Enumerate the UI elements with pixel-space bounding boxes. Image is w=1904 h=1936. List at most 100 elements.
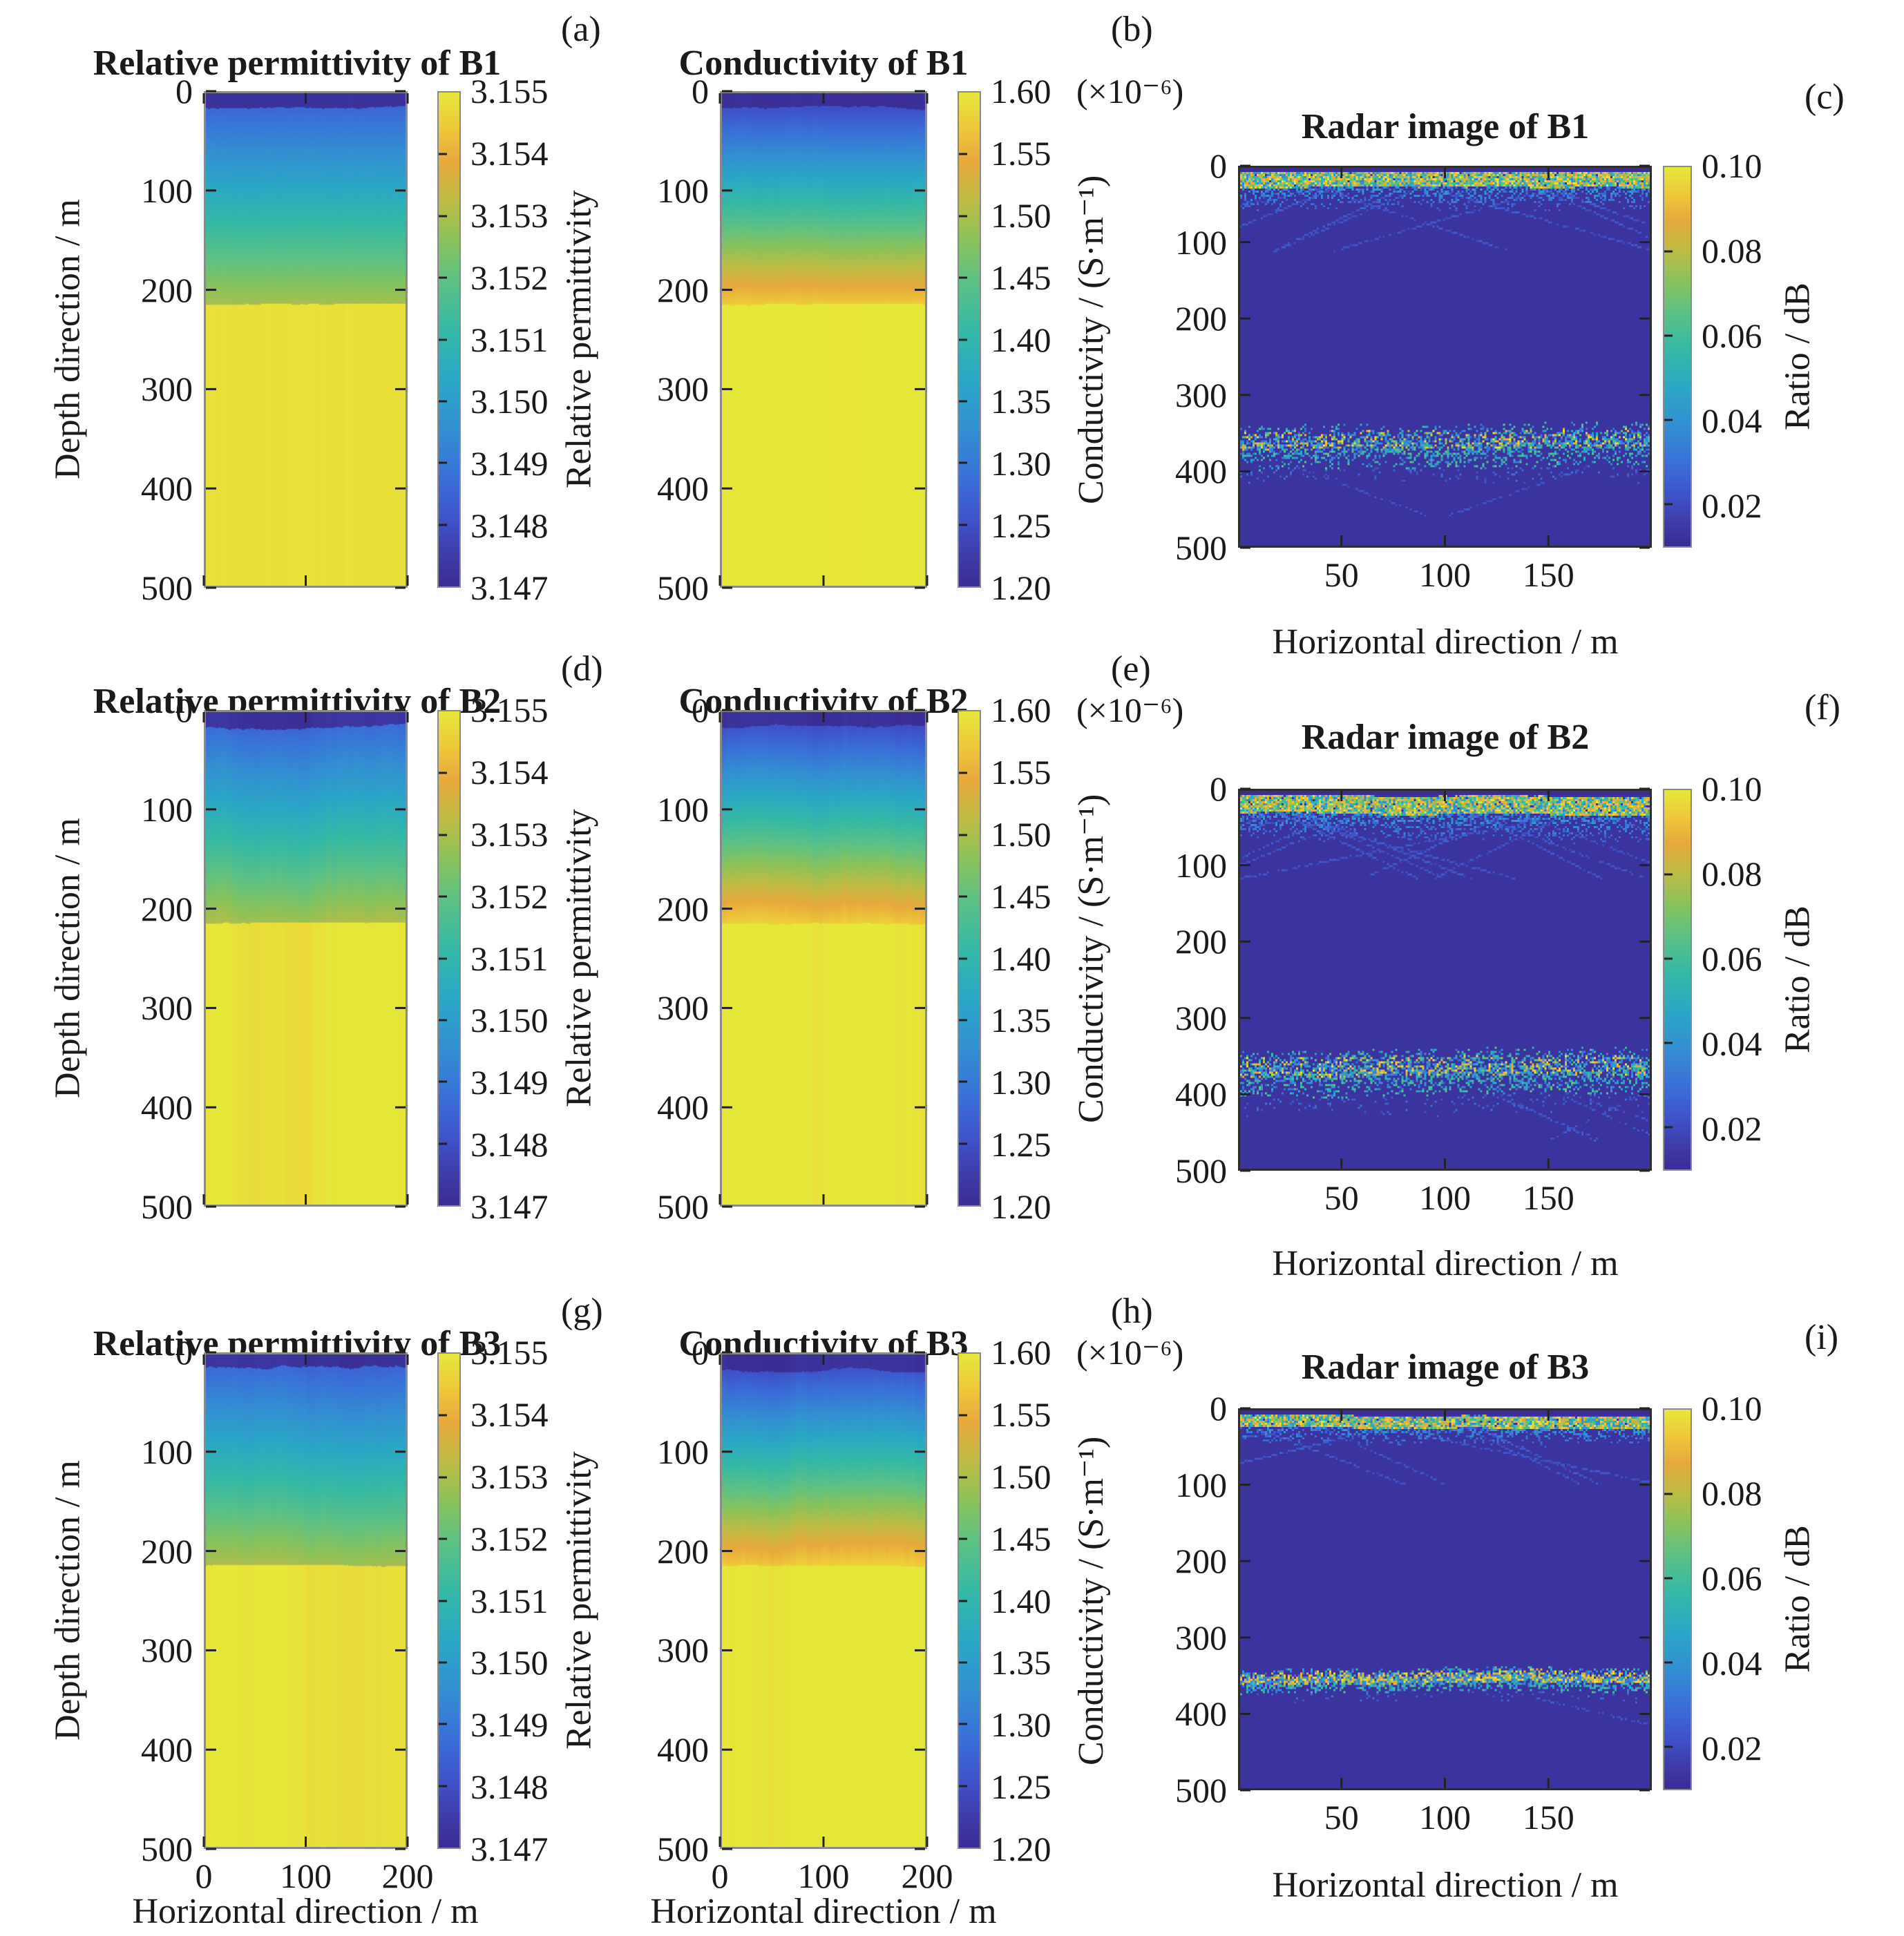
- colorbar-tick: 1.30: [991, 1063, 1051, 1102]
- x-axis-label-radar-b3: Horizontal direction / m: [1272, 1866, 1619, 1905]
- y-tick: 500: [1175, 1771, 1227, 1810]
- colorbar-tick: 3.150: [470, 1643, 549, 1683]
- colorbar-gradient: [1663, 789, 1692, 1171]
- colorbar-tick: 3.154: [470, 752, 549, 792]
- y-tick: 500: [1175, 528, 1227, 567]
- colorbar-tick: 1.35: [991, 382, 1051, 421]
- colorbar-tick: 1.40: [991, 1581, 1051, 1620]
- colorbar-label-ratio: Ratio / dB: [1778, 1525, 1818, 1674]
- permittivity-b3-canvas: [204, 1352, 408, 1849]
- colorbar-gradient: [1663, 166, 1692, 548]
- y-tick: 0: [175, 72, 193, 111]
- colorbar-tick: 1.45: [991, 1519, 1051, 1558]
- y-tick: 300: [1175, 1618, 1227, 1657]
- colorbar-tick: 3.154: [470, 1395, 549, 1434]
- plot-frame: [718, 709, 929, 1208]
- y-tick: 0: [692, 1333, 709, 1372]
- y-tick: 100: [657, 789, 709, 829]
- x-tick: 100: [1419, 1798, 1471, 1837]
- colorbar-label-permittivity: Relative permittivity: [559, 809, 599, 1108]
- colorbar-tick: 1.20: [991, 568, 1051, 607]
- colorbar-tick: 1.35: [991, 1643, 1051, 1683]
- colorbar-label-permittivity: Relative permittivity: [559, 1451, 599, 1750]
- colorbar-tick: 1.45: [991, 876, 1051, 916]
- panel-title-b: Conductivity of B1: [678, 44, 969, 84]
- colorbar-tick: 1.35: [991, 1001, 1051, 1040]
- colorbar-tick: 3.148: [470, 506, 549, 546]
- colorbar-scale-note: (×10⁻⁶): [1076, 1333, 1184, 1372]
- colorbar-gradient: [437, 1352, 461, 1849]
- y-tick: 400: [141, 1088, 193, 1127]
- colorbar-tick: 3.155: [470, 72, 549, 111]
- y-tick: 100: [141, 789, 193, 829]
- y-tick: 500: [657, 568, 709, 607]
- x-tick: 100: [1419, 555, 1471, 594]
- colorbar-scale-note: (×10⁻⁶): [1076, 691, 1184, 729]
- colorbar-tick: 3.151: [470, 1581, 549, 1620]
- y-tick: 400: [1175, 1694, 1227, 1734]
- y-tick: 500: [141, 1187, 193, 1226]
- colorbar-label-conductivity: Conductivity / (S·m⁻¹): [1072, 175, 1111, 504]
- y-tick: 500: [141, 1830, 193, 1868]
- radar-b2-canvas: [1238, 789, 1652, 1171]
- y-tick: 100: [141, 1432, 193, 1471]
- x-axis-label-model-col2: Horizontal direction / m: [650, 1892, 997, 1931]
- x-tick: 50: [1324, 1178, 1359, 1217]
- colorbar-tick: 3.149: [470, 1063, 549, 1102]
- y-tick: 200: [141, 270, 193, 309]
- y-tick: 300: [141, 988, 193, 1028]
- y-tick: 0: [692, 691, 709, 729]
- colorbar-tick: 3.149: [470, 1705, 549, 1745]
- colorbar-tick: 3.150: [470, 382, 549, 421]
- colorbar-tick: 0.02: [1702, 486, 1762, 525]
- plot-frame: [718, 90, 929, 589]
- colorbar-radar-b3: 0.10 0.08 0.06 0.04 0.02: [1663, 1391, 1762, 1790]
- y-tick: 0: [175, 691, 193, 729]
- colorbar-tick: 0.10: [1702, 769, 1762, 808]
- plot-frame: [1238, 787, 1652, 1172]
- y-tick: 0: [1210, 146, 1227, 185]
- x-tick: 100: [797, 1857, 850, 1895]
- colorbar-permittivity-b1: 3.155 3.154 3.153 3.152 3.151 3.150 3.14…: [437, 74, 549, 605]
- colorbar-tick: 1.50: [991, 195, 1051, 235]
- panel-title-f: Radar image of B2: [1301, 718, 1590, 758]
- colorbar-tick: 3.155: [470, 691, 549, 729]
- panel-letter-g: (g): [561, 1292, 603, 1331]
- colorbar-tick: 1.30: [991, 444, 1051, 483]
- y-tick: 400: [1175, 452, 1227, 491]
- colorbar-tick: 1.25: [991, 1125, 1051, 1165]
- x-axis-label-radar-b1: Horizontal direction / m: [1272, 622, 1619, 662]
- colorbar-tick: 3.147: [470, 568, 549, 607]
- plot-frame: [1238, 164, 1652, 549]
- colorbar-conductivity-b1: 1.60 1.55 1.50 1.45 1.40 1.35 1.30 1.25 …: [958, 74, 1051, 605]
- y-tick: 0: [1210, 1389, 1227, 1428]
- colorbar-tick: 1.20: [991, 1187, 1051, 1226]
- heatmap-conductivity-b3: 0 100 200 300 400 500 0 100 200: [657, 1335, 953, 1893]
- colorbar-tick: 1.20: [991, 1830, 1051, 1868]
- colorbar-tick: 3.151: [470, 939, 549, 978]
- colorbar-tick: 3.149: [470, 444, 549, 483]
- y-tick: 0: [1210, 769, 1227, 808]
- colorbar-tick: 3.147: [470, 1830, 549, 1868]
- y-tick: 500: [141, 568, 193, 607]
- heatmap-relative-permittivity-b2: 0 100 200 300 400 500: [141, 693, 409, 1224]
- colorbar-tick: 3.150: [470, 1001, 549, 1040]
- x-tick: 100: [1419, 1178, 1471, 1217]
- colorbar-tick: 3.155: [470, 1333, 549, 1372]
- y-tick: 100: [657, 171, 709, 210]
- y-tick: 500: [1175, 1151, 1227, 1190]
- y-tick: 400: [657, 469, 709, 508]
- colorbar-tick: 3.152: [470, 876, 549, 916]
- panel-letter-d: (d): [561, 649, 603, 689]
- conductivity-b1-canvas: [720, 91, 927, 588]
- panel-letter-e: (e): [1111, 649, 1151, 689]
- colorbar-gradient: [1663, 1408, 1692, 1790]
- y-tick: 200: [657, 270, 709, 309]
- colorbar-tick: 3.154: [470, 133, 549, 173]
- plot-frame: [718, 1351, 929, 1850]
- colorbar-gradient: [958, 710, 981, 1207]
- colorbar-label-conductivity: Conductivity / (S·m⁻¹): [1072, 1436, 1111, 1765]
- colorbar-gradient: [958, 91, 981, 588]
- heatmap-conductivity-b2: 0 100 200 300 400 500: [657, 693, 929, 1224]
- permittivity-b1-canvas: [204, 91, 408, 588]
